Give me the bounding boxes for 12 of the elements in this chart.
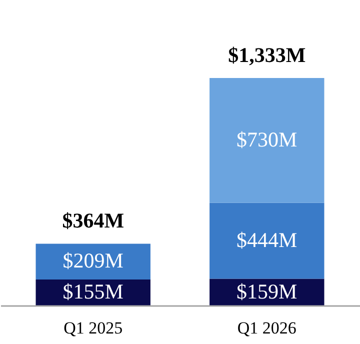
- x-tick-label: Q1 2026: [237, 318, 296, 338]
- data-label: $155M: [62, 280, 124, 304]
- data-label: $730M: [236, 127, 298, 152]
- bar: [210, 202, 324, 279]
- bar: [36, 244, 150, 280]
- x-tick-label: Q1 2025: [64, 318, 123, 338]
- data-label: $159M: [236, 279, 298, 304]
- data-label: $444M: [236, 228, 298, 252]
- data-label: $209M: [62, 248, 124, 273]
- total-label: $1,333M: [228, 43, 306, 67]
- bar: [210, 78, 324, 203]
- total-label: $364M: [62, 208, 124, 233]
